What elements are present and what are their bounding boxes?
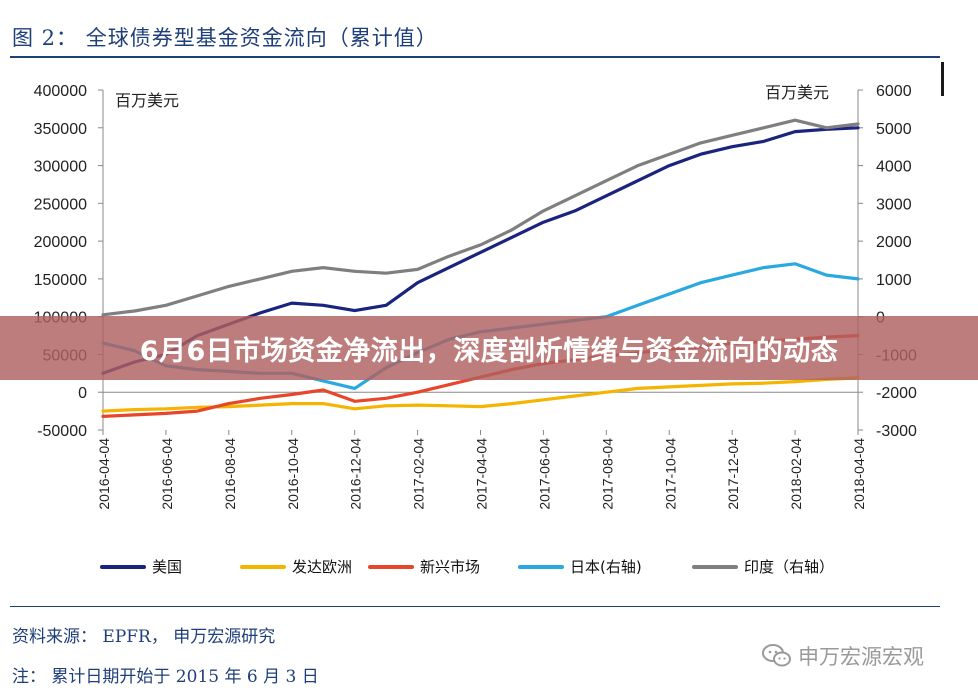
left-axis-unit: 百万美元 [115, 91, 179, 110]
x-tick-label: 2016-12-04 [348, 438, 364, 510]
right-tick-label: -2000 [876, 385, 917, 402]
left-tick-label: 300000 [34, 159, 87, 176]
x-tick-label: 2017-02-04 [411, 438, 427, 510]
wechat-icon [762, 644, 791, 667]
chart-legend: 美国 发达欧洲 新兴市场 日本(右轴) 印度（右轴） [100, 556, 860, 584]
headline-banner: 6月6日市场资金净流出，深度剖析情绪与资金流向的动态 [0, 316, 978, 380]
x-tick-label: 2017-08-04 [599, 438, 615, 510]
legend-label: 新兴市场 [420, 558, 481, 576]
right-tick-label: 5000 [876, 121, 912, 138]
legend-item: 日本(右轴) [518, 556, 642, 577]
corner-mark [941, 62, 944, 96]
right-tick-label: 4000 [876, 159, 912, 176]
watermark-text: 申万宏源宏观 [798, 645, 924, 669]
x-tick-label: 2017-10-04 [662, 438, 678, 510]
x-tick-label: 2016-08-04 [222, 438, 238, 510]
x-tick-label: 2016-04-04 [96, 438, 112, 510]
legend-swatch [692, 564, 738, 569]
right-axis-unit: 百万美元 [765, 83, 829, 102]
series-line [101, 118, 860, 317]
source-line: 资料来源： EPFR， 申万宏源研究 [12, 627, 276, 647]
legend-swatch [100, 564, 146, 569]
left-tick-label: 150000 [34, 272, 87, 289]
line-chart: -500000500001000001500002000002500003000… [34, 83, 917, 510]
left-tick-label: 0 [78, 385, 87, 402]
x-tick-label: 2016-10-04 [285, 438, 301, 510]
axes-layer: -500000500001000001500002000002500003000… [34, 83, 917, 510]
x-tick-label: 2017-12-04 [725, 438, 741, 510]
legend-item: 发达欧洲 [240, 556, 352, 577]
left-tick-label: 350000 [34, 121, 87, 138]
x-tick-label: 2018-04-04 [851, 438, 867, 510]
legend-label: 美国 [152, 558, 183, 576]
right-tick-label: 1000 [876, 272, 912, 289]
right-tick-label: 2000 [876, 234, 912, 251]
title-rule [10, 56, 940, 58]
right-tick-label: 6000 [876, 83, 912, 100]
left-tick-label: 250000 [34, 196, 87, 213]
legend-label: 日本(右轴) [570, 558, 642, 576]
legend-item: 印度（右轴） [692, 556, 834, 577]
left-tick-label: 200000 [34, 234, 87, 251]
x-tick-label: 2017-06-04 [536, 438, 552, 510]
legend-label: 印度（右轴） [744, 558, 835, 576]
legend-item: 美国 [100, 556, 182, 577]
legend-item: 新兴市场 [368, 556, 480, 577]
watermark: 申万宏源宏观 [762, 641, 924, 671]
x-tick-label: 2016-06-04 [159, 438, 175, 510]
figure-title: 图 2： 全球债券型基金资金流向（累计值） [12, 26, 438, 50]
legend-swatch [518, 564, 564, 569]
legend-swatch [368, 564, 414, 569]
note-line: 注： 累计日期开始于 2015 年 6 月 3 日 [12, 667, 319, 687]
right-tick-label: -3000 [876, 423, 917, 440]
left-tick-label: -50000 [37, 423, 87, 440]
left-tick-label: 400000 [34, 83, 87, 100]
headline-text: 6月6日市场资金净流出，深度剖析情绪与资金流向的动态 [139, 335, 839, 367]
x-tick-label: 2017-04-04 [474, 438, 490, 510]
legend-label: 发达欧洲 [292, 558, 353, 576]
right-tick-label: 3000 [876, 196, 912, 213]
series-line [101, 376, 860, 413]
footer-rule [10, 606, 940, 607]
x-tick-label: 2018-02-04 [788, 438, 804, 510]
legend-swatch [240, 564, 286, 569]
